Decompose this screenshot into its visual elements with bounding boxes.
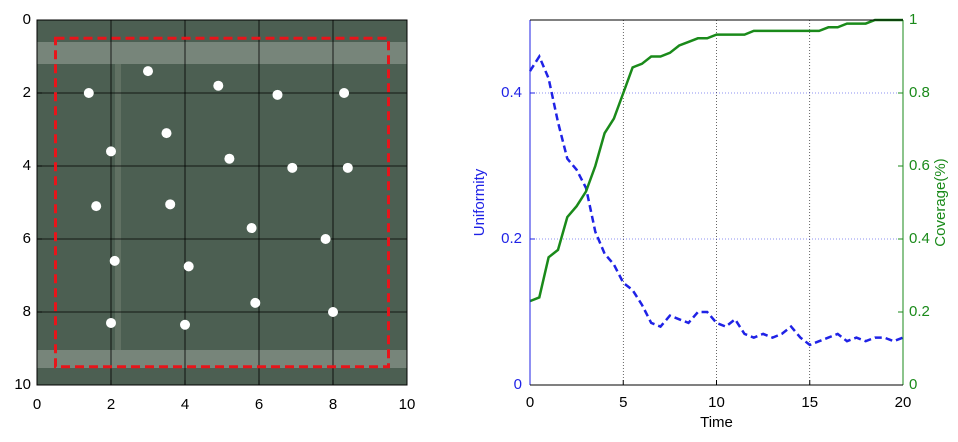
y-tick-label: 10 (14, 376, 31, 393)
x-tick-label: 4 (181, 396, 189, 413)
y2-tick-label: 0 (909, 376, 917, 393)
y-tick-label: 0.4 (501, 84, 522, 101)
point (109, 255, 120, 266)
y-tick-label: 0 (23, 11, 31, 28)
point (342, 162, 353, 173)
series-line (529, 18, 903, 303)
road (37, 350, 407, 368)
point (213, 80, 224, 91)
y2-tick-label: 0.4 (909, 230, 930, 247)
x-tick-label: 5 (619, 394, 627, 411)
point (161, 128, 172, 139)
y-tick-label: 2 (23, 84, 31, 101)
path (115, 64, 121, 350)
point (224, 153, 235, 164)
point (272, 89, 283, 100)
x-axis-label: Time (700, 414, 733, 431)
satellite-image (37, 20, 407, 385)
y2-tick-label: 0.2 (909, 303, 930, 320)
x-tick-label: 10 (708, 394, 725, 411)
point (180, 319, 190, 330)
y2-tick-label: 0.6 (909, 157, 930, 174)
y-tick-label: 4 (23, 157, 31, 174)
point (183, 261, 194, 272)
y-tick-label: 0 (514, 376, 522, 393)
y-tick-label: 6 (23, 230, 31, 247)
point (250, 297, 261, 308)
y2-axis-label: Coverage(%) (932, 158, 949, 246)
point (287, 162, 298, 173)
point (328, 307, 338, 317)
x-tick-label: 6 (255, 396, 263, 413)
y2-tick-label: 0.8 (909, 84, 930, 101)
x-tick-label: 20 (895, 394, 912, 411)
point (165, 199, 176, 210)
x-tick-label: 0 (526, 394, 534, 411)
road (37, 42, 407, 64)
series-line (528, 53, 904, 347)
y-axis-label: Uniformity (471, 168, 488, 236)
point (91, 201, 102, 212)
point (339, 88, 350, 98)
boundary (54, 36, 390, 369)
x-tick-label: 2 (107, 396, 115, 413)
y-tick-label: 8 (23, 303, 31, 320)
image-background (37, 20, 407, 385)
plot-frame (36, 19, 408, 386)
x-tick-label: 8 (329, 396, 337, 413)
y2-tick-label: 1 (909, 11, 917, 28)
x-tick-label: 0 (33, 396, 41, 413)
point (83, 88, 94, 98)
y-tick-label: 0.2 (501, 230, 522, 247)
point (106, 146, 116, 157)
point (320, 234, 331, 244)
x-tick-label: 10 (399, 396, 416, 413)
x-tick-label: 15 (801, 394, 818, 411)
point (143, 66, 153, 77)
point (246, 223, 257, 234)
point (106, 317, 116, 328)
